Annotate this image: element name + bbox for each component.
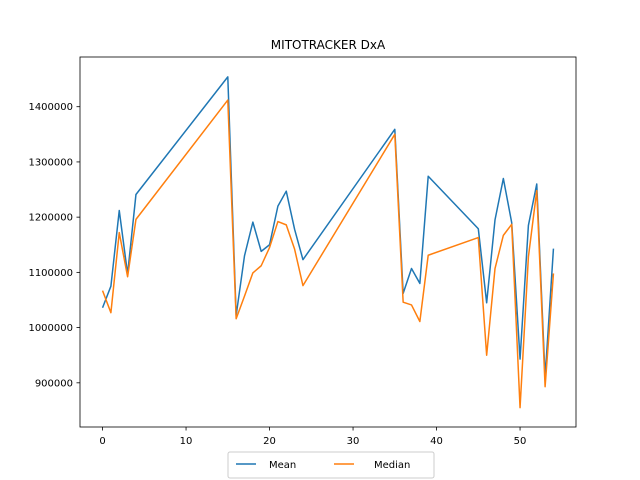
x-tick-label: 40 [430,436,443,447]
y-tick-label: 1100000 [28,268,73,279]
x-tick-label: 50 [514,436,527,447]
y-axis: 900000 1000000 1100000 1200000 1300000 140000… [28,102,80,389]
legend-frame [227,451,435,479]
x-tick-label: 30 [347,436,360,447]
y-tick-label: 900000 [35,378,73,389]
x-tick-label: 20 [263,436,276,447]
legend-label-median: Median [374,460,410,471]
y-tick-label: 1000000 [28,323,73,334]
plot-area [79,56,577,428]
x-tick-label: 10 [180,436,193,447]
series-group [101,76,555,409]
x-axis: 0 10 20 30 40 50 [99,427,526,447]
y-tick-label: 1400000 [28,102,73,113]
plot-frame [79,56,577,428]
chart-title: MITOTRACKER DxA [271,38,386,52]
legend-label-mean: Mean [269,460,296,471]
legend: Mean Median [227,451,435,479]
y-tick-label: 1200000 [28,213,73,224]
x-tick-label: 0 [99,436,105,447]
y-tick-label: 1300000 [28,157,73,168]
series-line-median [101,99,555,409]
